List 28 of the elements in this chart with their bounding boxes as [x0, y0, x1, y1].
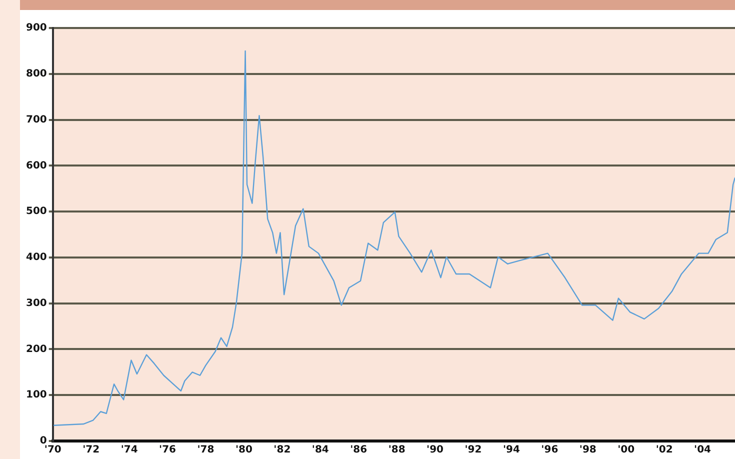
y-tick-label: 400	[26, 252, 47, 264]
x-tick-label: '92	[464, 444, 482, 456]
y-tick-label: 800	[26, 68, 47, 80]
x-tick-label: '04	[694, 444, 712, 456]
x-tick-label: '86	[350, 444, 368, 456]
y-tick-label: 100	[26, 390, 47, 401]
x-tick-label: '76	[159, 444, 176, 456]
x-tick-label: '74	[120, 444, 138, 456]
y-tick-label: 200	[26, 344, 47, 355]
x-tick-label: '80	[235, 444, 252, 456]
y-tick-label: 300	[26, 298, 47, 309]
x-tick-label: '78	[197, 444, 214, 456]
x-tick-label: '00	[618, 444, 635, 456]
x-tick-label: '84	[312, 444, 329, 456]
x-tick-label: '02	[656, 444, 673, 456]
y-tick-label: 700	[26, 114, 47, 126]
x-tick-label: '90	[426, 444, 444, 456]
y-tick-label: 0	[40, 436, 47, 447]
y-tick-label: 900	[26, 22, 47, 34]
x-tick-label: '88	[388, 444, 406, 456]
x-tick-label: '96	[541, 444, 558, 456]
x-tick-label: '82	[274, 444, 291, 456]
x-tick-label: '70	[44, 444, 62, 456]
x-tick-label: '94	[502, 444, 520, 456]
y-tick-label: 500	[26, 206, 47, 218]
x-tick-label: '98	[579, 444, 596, 456]
y-tick-label: 600	[26, 160, 47, 172]
x-tick-label: '72	[82, 444, 100, 456]
